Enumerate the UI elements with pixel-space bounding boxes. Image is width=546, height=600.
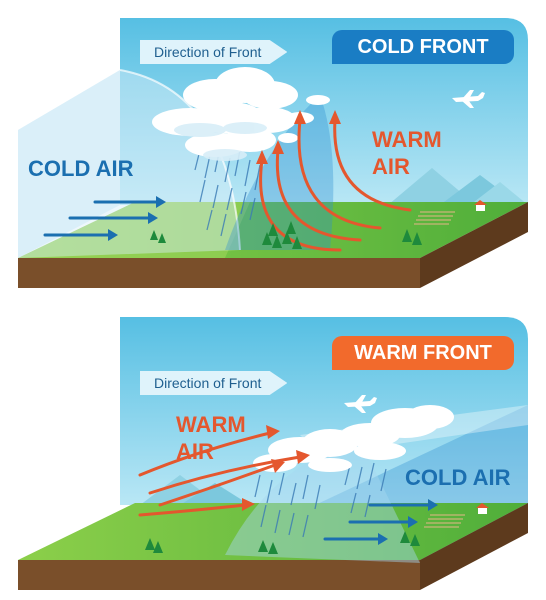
- cold-front-badge: COLD FRONT: [332, 30, 514, 64]
- cold-front-panel: Direction of Front COLD FRONT COLD AIR W…: [0, 0, 546, 290]
- cold-air-arrows: [43, 200, 160, 237]
- front-boundary: [225, 440, 420, 563]
- house-icon: [476, 503, 489, 514]
- arrow-icon: [242, 425, 310, 511]
- warm-air-label-line1: WARM: [176, 412, 246, 437]
- warm-air-label-line2: AIR: [372, 154, 410, 179]
- cold-air-label: COLD AIR: [28, 156, 134, 181]
- soil-side: [420, 202, 528, 288]
- warm-air-arrows: [259, 118, 412, 252]
- cold-air-arrows: [323, 503, 432, 541]
- farm-field: [424, 514, 465, 528]
- warm-air-label-line1: WARM: [372, 127, 442, 152]
- cold-air-mass-side: [18, 70, 120, 258]
- warm-air-arrows: [138, 431, 302, 517]
- house-icon: [474, 200, 487, 211]
- arrow-icon: [256, 110, 341, 164]
- cold-front-illustration: [18, 18, 528, 288]
- tree-icon: [150, 221, 422, 249]
- tree-icon: [145, 531, 420, 554]
- cloud-icon: [253, 405, 454, 472]
- mountain-icon: [140, 475, 250, 505]
- airplane-icon: [344, 395, 377, 413]
- airplane-icon: [452, 90, 485, 108]
- warm-front-panel: Direction of Front WARM FRONT COLD AIR W…: [0, 305, 546, 595]
- farm-field: [414, 211, 455, 225]
- rain-icon: [254, 462, 387, 538]
- soil-front: [18, 258, 420, 288]
- direction-of-front-label: Direction of Front: [140, 40, 288, 64]
- warm-front-badge: WARM FRONT: [332, 336, 514, 370]
- soil-front: [18, 560, 420, 590]
- soil-side: [420, 503, 528, 590]
- mountain-icon: [388, 168, 528, 205]
- warm-air-label-line2: AIR: [176, 439, 214, 464]
- cold-air-label: COLD AIR: [405, 465, 511, 490]
- ground-surface: [18, 503, 528, 560]
- direction-of-front-label: Direction of Front: [140, 371, 288, 395]
